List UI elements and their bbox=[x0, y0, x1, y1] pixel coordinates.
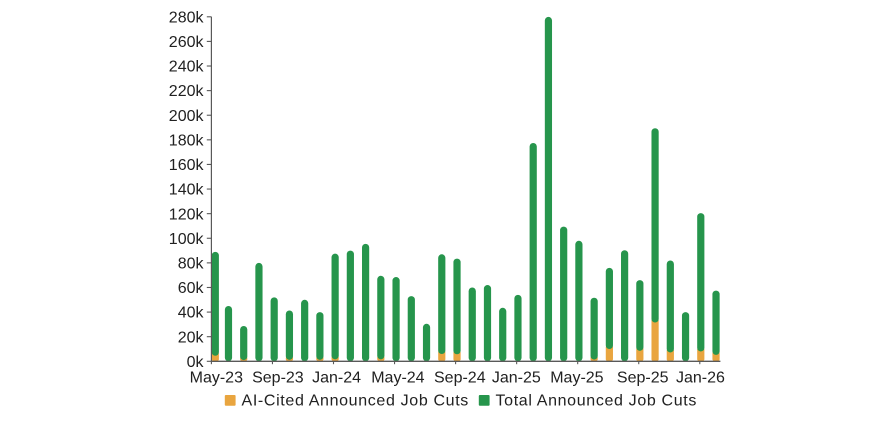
svg-text:160k: 160k bbox=[169, 157, 205, 174]
svg-text:Jan-25: Jan-25 bbox=[492, 370, 541, 387]
svg-text:240k: 240k bbox=[169, 59, 205, 76]
svg-text:Jan-26: Jan-26 bbox=[676, 370, 725, 387]
svg-text:May-23: May-23 bbox=[190, 370, 243, 387]
svg-text:120k: 120k bbox=[169, 206, 205, 223]
svg-text:280k: 280k bbox=[169, 9, 205, 26]
svg-text:0k: 0k bbox=[187, 354, 205, 371]
svg-text:100k: 100k bbox=[169, 231, 205, 248]
svg-text:40k: 40k bbox=[178, 305, 205, 322]
svg-text:200k: 200k bbox=[169, 108, 205, 125]
svg-text:140k: 140k bbox=[169, 182, 205, 199]
svg-text:Total Announced Job Cuts: Total Announced Job Cuts bbox=[496, 393, 698, 410]
svg-text:AI-Cited Announced Job Cuts: AI-Cited Announced Job Cuts bbox=[242, 393, 469, 410]
svg-text:May-24: May-24 bbox=[371, 370, 424, 387]
svg-text:Jan-24: Jan-24 bbox=[312, 370, 361, 387]
svg-text:180k: 180k bbox=[169, 132, 205, 149]
svg-text:220k: 220k bbox=[169, 83, 205, 100]
svg-text:80k: 80k bbox=[178, 255, 205, 272]
svg-text:Sep-25: Sep-25 bbox=[617, 370, 669, 387]
svg-text:May-25: May-25 bbox=[550, 370, 603, 387]
svg-text:60k: 60k bbox=[178, 280, 205, 297]
svg-text:Sep-24: Sep-24 bbox=[434, 370, 486, 387]
svg-text:260k: 260k bbox=[169, 34, 205, 51]
svg-text:20k: 20k bbox=[178, 329, 205, 346]
svg-text:Sep-23: Sep-23 bbox=[252, 370, 304, 387]
